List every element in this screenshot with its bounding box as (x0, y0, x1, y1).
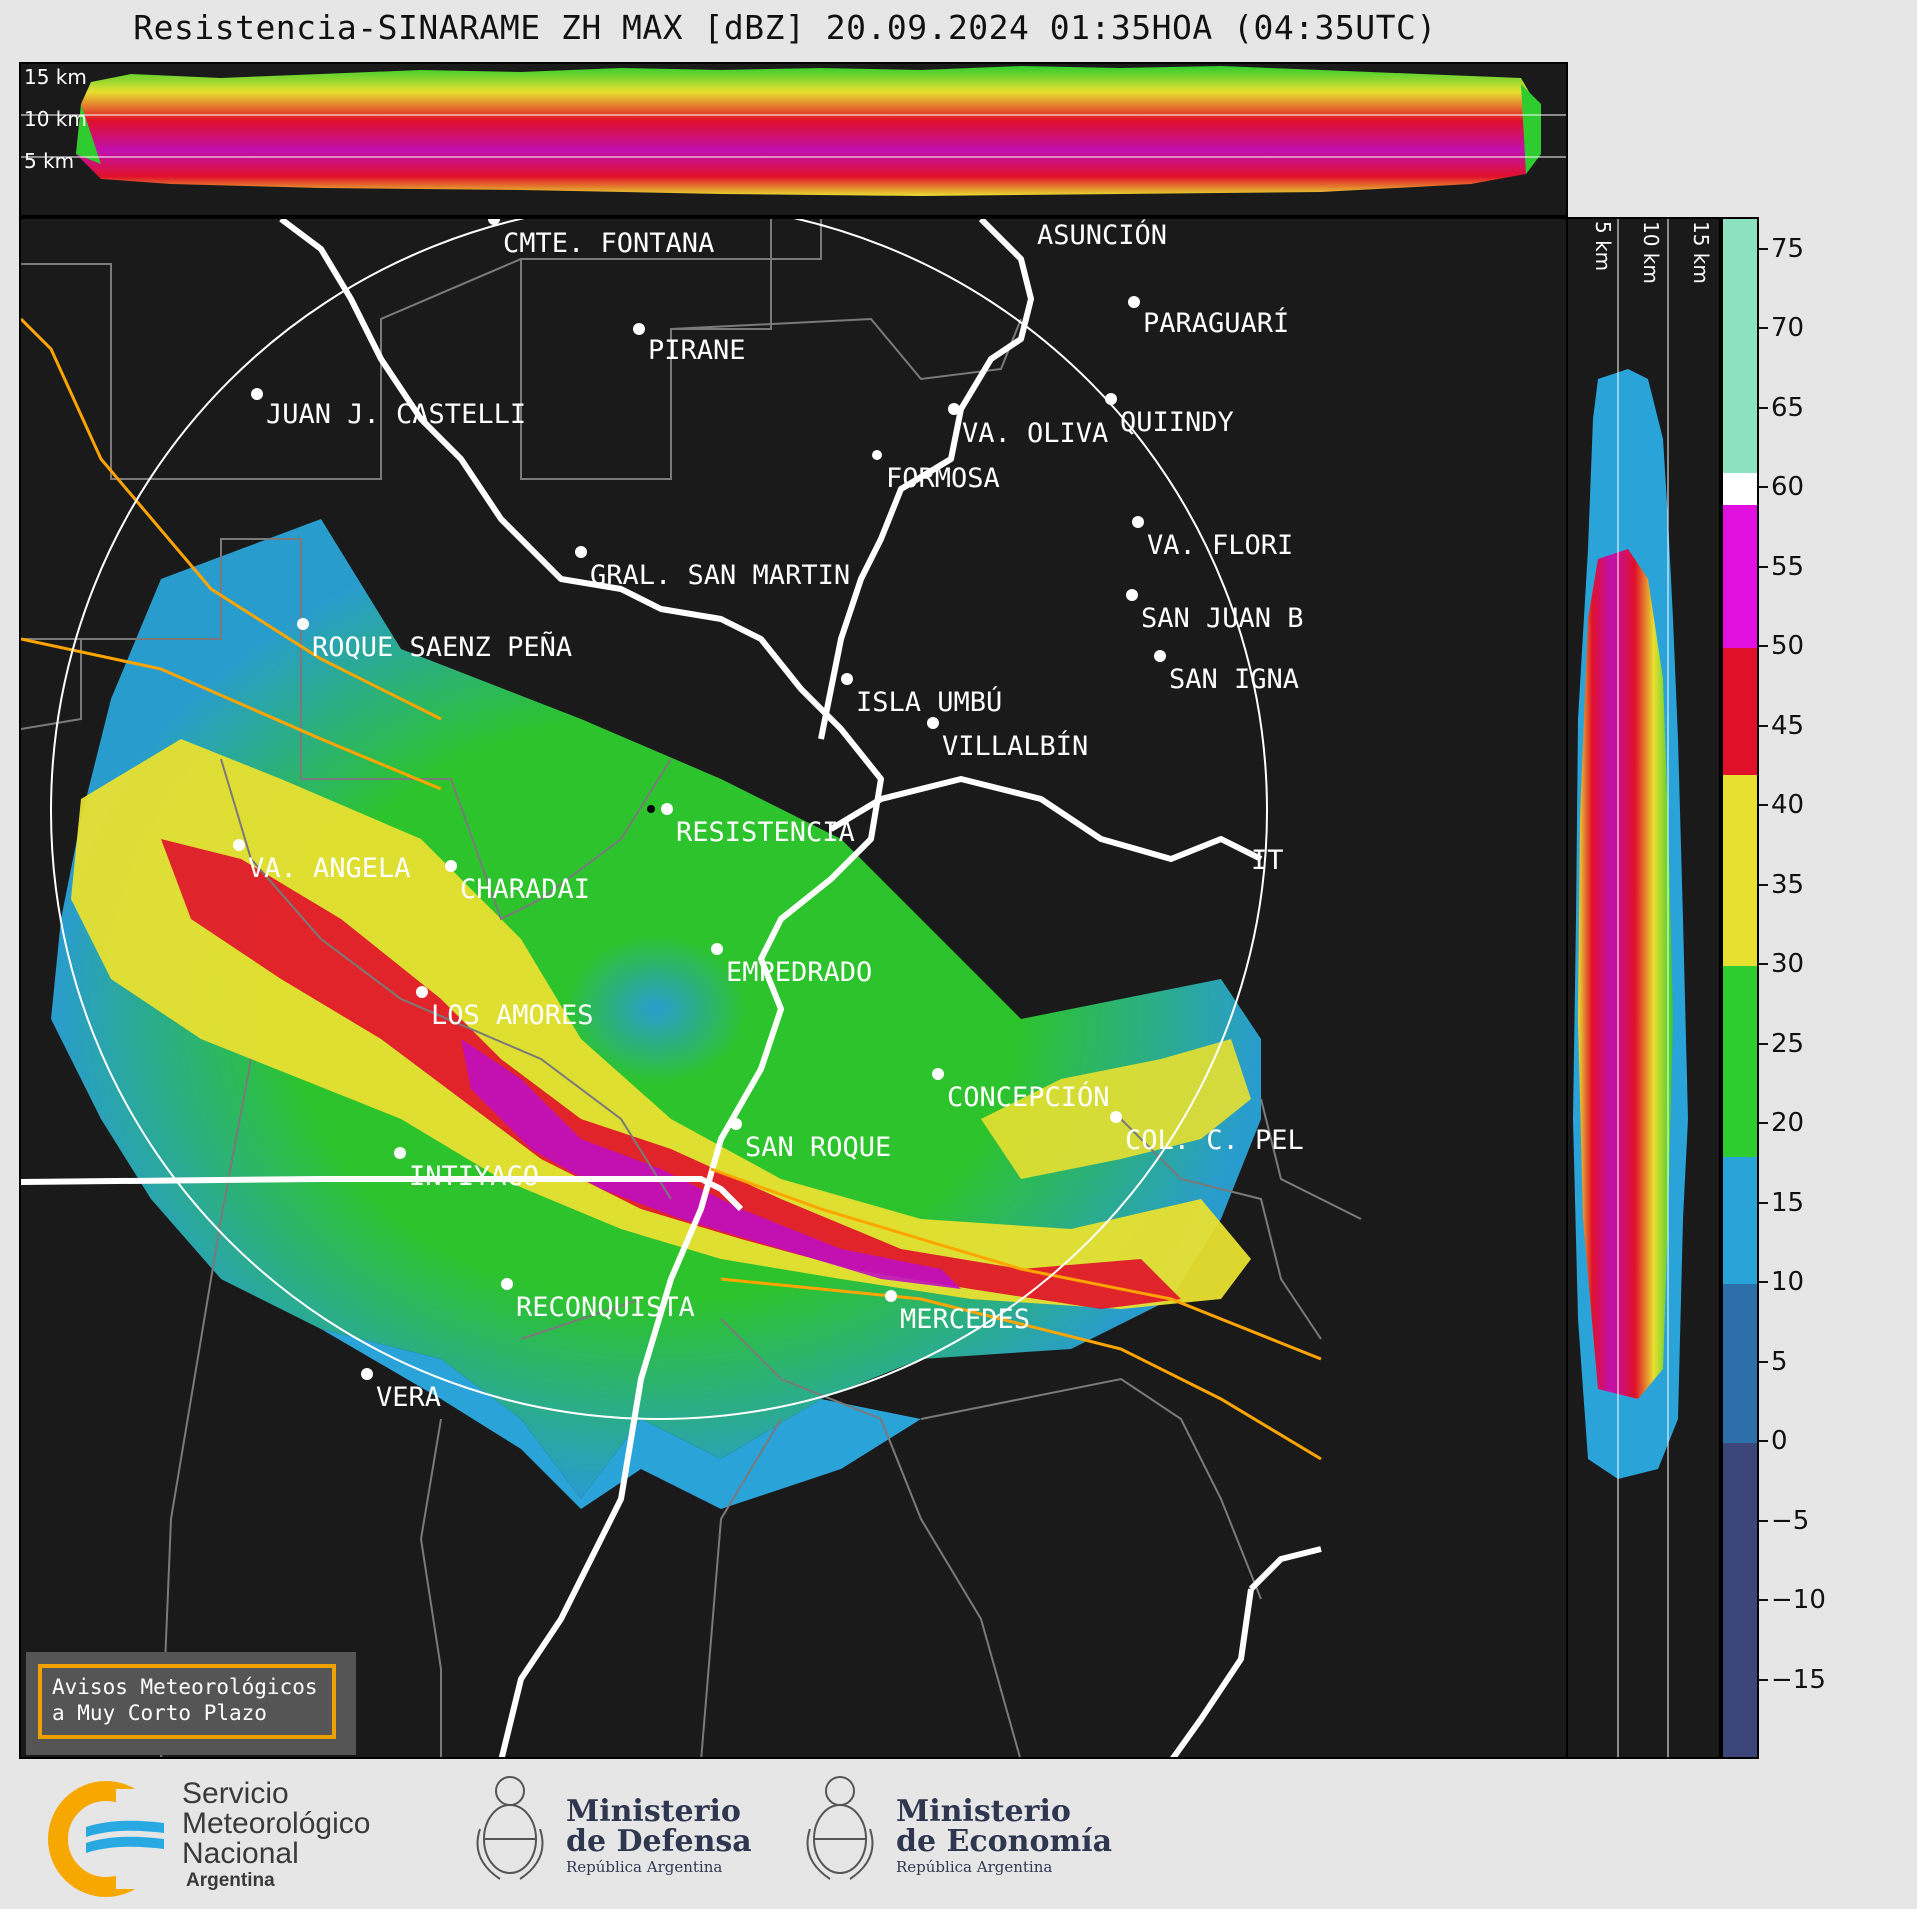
colorbar-ticks: 75 70 65 60 55 50 45 40 35 30 25 20 15 10 5 0 −5 −10 −15 (1759, 217, 1879, 1759)
radar-site-marker (647, 805, 655, 813)
city-label-empedrado: EMPEDRADO (726, 957, 872, 988)
colorbar-tick-label: 15 (1771, 1187, 1805, 1218)
colorbar-tick-label: 50 (1771, 631, 1805, 662)
colorbar-segment (1723, 1156, 1757, 1285)
city-label-va-flori: VA. FLORI (1147, 530, 1293, 561)
aviso-line-1: Avisos Meteorológicos (52, 1675, 318, 1699)
smn-line-2: Meteorológico (182, 1807, 371, 1840)
footer: Servicio Meteorológico Nacional Argentin… (0, 1759, 1917, 1909)
colorbar-tick-label: 60 (1771, 472, 1805, 503)
city-label-san-roque: SAN ROQUE (745, 1132, 891, 1163)
city-label-paraguari: PARAGUARÍ (1143, 307, 1289, 339)
city-label-pirane: PIRANE (648, 335, 746, 366)
city-label-asuncion: ASUNCIÓN (1037, 219, 1167, 251)
range-ring (50, 219, 1268, 1420)
colorbar-tick-label: 45 (1771, 710, 1805, 741)
height-label-5km-right: 5 km (1591, 221, 1615, 271)
city-label-charadai: CHARADAI (460, 874, 590, 905)
height-label-5km: 5 km (24, 149, 74, 173)
roads (21, 317, 1322, 1461)
city-label-juan-j-castelli: JUAN J. CASTELLI (266, 399, 526, 430)
colorbar-tick-label: 0 (1771, 1426, 1788, 1457)
defensa-line-2: de Defensa (566, 1824, 752, 1859)
reflectivity-echoes (51, 519, 1261, 1509)
colorbar-tick-label: 55 (1771, 551, 1805, 582)
rivers (21, 219, 1322, 1757)
defensa-line-1: Ministerio (566, 1794, 741, 1829)
aviso-box: Avisos Meteorológicos a Muy Corto Plazo (26, 1652, 356, 1755)
colorbar-tick-label: 75 (1771, 233, 1805, 264)
cities: CMTE. FONTANA ASUNCIÓN PIRANE PARAGUARÍ … (233, 219, 1304, 1413)
city-label-formosa: FORMOSA (886, 463, 1000, 494)
city-label-reconquista: RECONQUISTA (516, 1292, 695, 1323)
city-label-resistencia: RESISTENCIA (676, 817, 855, 848)
height-label-15km: 15 km (24, 65, 87, 89)
smn-logo (46, 1779, 176, 1899)
city-label-quiindy: QUIINDY (1120, 407, 1234, 438)
city-label-it: IT (1251, 845, 1284, 876)
top-cross-section: 15 km 10 km 5 km (19, 62, 1568, 217)
colorbar-segment (1723, 775, 1757, 967)
city-label-concepcion: CONCEPCIÓN (947, 1081, 1110, 1113)
economia-line-2: de Economía (896, 1824, 1113, 1859)
city-label-vera: VERA (376, 1382, 441, 1413)
city-label-isla-umbu: ISLA UMBÚ (856, 686, 1002, 718)
colorbar-segment (1723, 1443, 1757, 1757)
colorbar-segment (1723, 505, 1757, 649)
colorbar-segment (1723, 219, 1757, 474)
colorbar-segment (1723, 966, 1757, 1157)
colorbar-tick-label: 35 (1771, 869, 1805, 900)
economia-line-3: República Argentina (896, 1858, 1053, 1876)
city-label-los-amores: LOS AMORES (431, 1000, 594, 1031)
city-label-san-igna: SAN IGNA (1169, 664, 1299, 695)
radar-map[interactable]: CMTE. FONTANA ASUNCIÓN PIRANE PARAGUARÍ … (19, 217, 1568, 1759)
city-label-san-juan-b: SAN JUAN B (1141, 603, 1304, 634)
right-cross-section: 5 km 10 km 15 km (1568, 217, 1721, 1759)
colorbar-tick-label: 5 (1771, 1346, 1788, 1377)
city-label-gral-san-martin: GRAL. SAN MARTIN (590, 560, 850, 591)
city-label-va-oliva: VA. OLIVA (962, 418, 1108, 449)
colorbar-tick-label: 10 (1771, 1267, 1805, 1298)
colorbar-tick-label: −5 (1771, 1505, 1810, 1536)
chart-title: Resistencia-SINARAME ZH MAX [dBZ] 20.09.… (133, 8, 1437, 47)
colorbar-tick-label: −15 (1771, 1664, 1826, 1695)
colorbar (1721, 217, 1759, 1759)
city-label-villalbin: VILLALBÍN (942, 730, 1088, 762)
defensa-line-3: República Argentina (566, 1858, 723, 1876)
colorbar-segment (1723, 648, 1757, 776)
smn-line-4: Argentina (186, 1870, 275, 1891)
colorbar-tick-label: 25 (1771, 1028, 1805, 1059)
economia-line-1: Ministerio (896, 1794, 1071, 1829)
colorbar-tick-label: −10 (1771, 1585, 1826, 1616)
height-label-15km-right: 15 km (1689, 221, 1713, 284)
height-label-10km: 10 km (24, 107, 87, 131)
colorbar-tick-label: 20 (1771, 1108, 1805, 1139)
colorbar-segment (1723, 1284, 1757, 1444)
colorbar-tick-label: 70 (1771, 313, 1805, 344)
smn-line-3: Nacional (182, 1837, 299, 1870)
city-label-cmte-fontana: CMTE. FONTANA (503, 228, 714, 259)
city-label-va-angela: VA. ANGELA (248, 853, 411, 884)
aviso-line-2: a Muy Corto Plazo (52, 1701, 267, 1725)
economia-seal-icon (800, 1769, 880, 1899)
city-label-roque-saenz-pena: ROQUE SAENZ PEÑA (312, 631, 572, 663)
colorbar-tick-label: 40 (1771, 790, 1805, 821)
defensa-seal-icon (470, 1769, 550, 1899)
height-label-10km-right: 10 km (1639, 221, 1663, 284)
city-label-mercedes: MERCEDES (900, 1304, 1030, 1335)
colorbar-segment (1723, 473, 1757, 506)
department-borders (21, 219, 1362, 1757)
smn-line-1: Servicio (182, 1777, 289, 1810)
city-label-col-c-pel: COL. C. PEL (1125, 1125, 1304, 1156)
city-label-intiyaco: INTIYACO (409, 1161, 539, 1192)
colorbar-tick-label: 30 (1771, 949, 1805, 980)
colorbar-tick-label: 65 (1771, 392, 1805, 423)
